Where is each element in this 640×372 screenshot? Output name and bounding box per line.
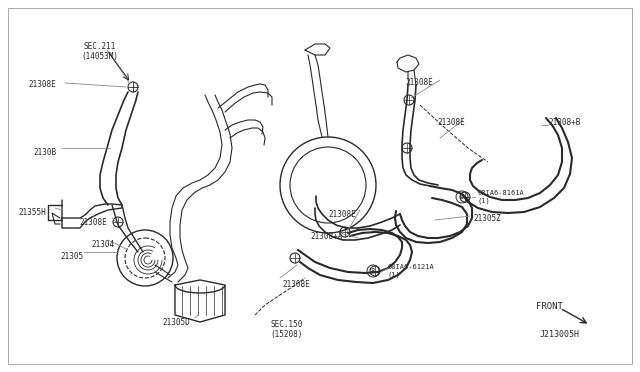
Text: 21355H: 21355H xyxy=(18,208,45,217)
Text: 21308E: 21308E xyxy=(28,80,56,89)
Text: 21308+B: 21308+B xyxy=(548,118,580,127)
Text: 08IA6-8161A
(1): 08IA6-8161A (1) xyxy=(478,190,525,203)
Text: 2130B: 2130B xyxy=(33,148,56,157)
Text: SEC.211
(14053M): SEC.211 (14053M) xyxy=(81,42,118,61)
Text: 21308E: 21308E xyxy=(437,118,465,127)
Text: 21308E: 21308E xyxy=(79,218,107,227)
Text: SEC.150
(15208): SEC.150 (15208) xyxy=(271,320,303,339)
Text: 21305Z: 21305Z xyxy=(473,214,500,223)
Text: 6: 6 xyxy=(460,194,464,200)
Text: 21308E: 21308E xyxy=(405,78,433,87)
Text: 21305D: 21305D xyxy=(162,318,189,327)
Text: 8: 8 xyxy=(371,268,375,274)
Text: 08IA6-6121A
(1): 08IA6-6121A (1) xyxy=(388,264,435,278)
Text: 21308E: 21308E xyxy=(282,280,310,289)
Text: 21304: 21304 xyxy=(91,240,114,249)
Text: 21305: 21305 xyxy=(60,252,83,261)
Text: J213005H: J213005H xyxy=(540,330,580,339)
Text: 21308E: 21308E xyxy=(328,210,356,219)
Text: FRONT: FRONT xyxy=(536,302,563,311)
Text: 21308+A: 21308+A xyxy=(310,232,342,241)
